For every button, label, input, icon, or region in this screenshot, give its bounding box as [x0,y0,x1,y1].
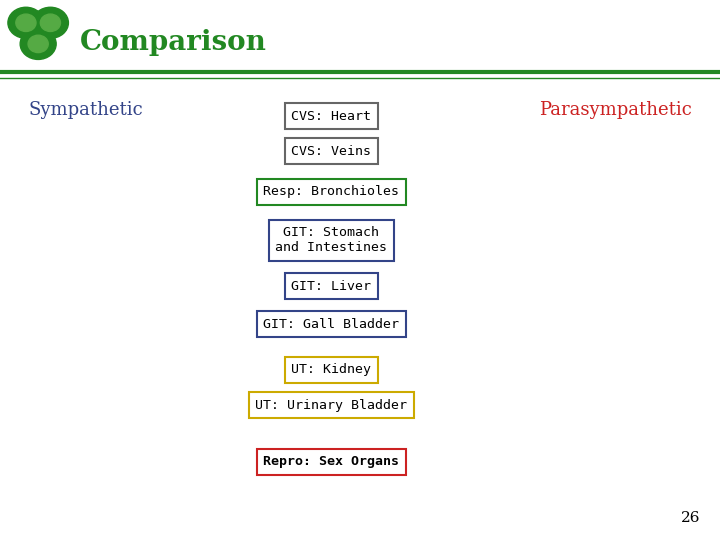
Text: UT: Kidney: UT: Kidney [291,363,372,376]
Text: UT: Urinary Bladder: UT: Urinary Bladder [255,399,408,411]
Circle shape [32,7,68,38]
Text: CVS: Veins: CVS: Veins [291,145,372,158]
Circle shape [40,14,60,31]
Text: Repro: Sex Organs: Repro: Sex Organs [264,455,399,468]
Text: 26: 26 [680,511,700,525]
Circle shape [16,14,36,31]
Text: GIT: Gall Bladder: GIT: Gall Bladder [264,318,399,330]
Text: Sympathetic: Sympathetic [28,101,143,119]
Text: GIT: Liver: GIT: Liver [291,280,372,293]
Circle shape [20,29,56,59]
Circle shape [28,35,48,52]
Text: Comparison: Comparison [80,30,267,57]
Circle shape [8,7,44,38]
Text: Resp: Bronchioles: Resp: Bronchioles [264,185,399,198]
Text: CVS: Heart: CVS: Heart [291,110,372,123]
Text: Parasympathetic: Parasympathetic [539,101,692,119]
Text: GIT: Stomach
and Intestines: GIT: Stomach and Intestines [275,226,387,254]
